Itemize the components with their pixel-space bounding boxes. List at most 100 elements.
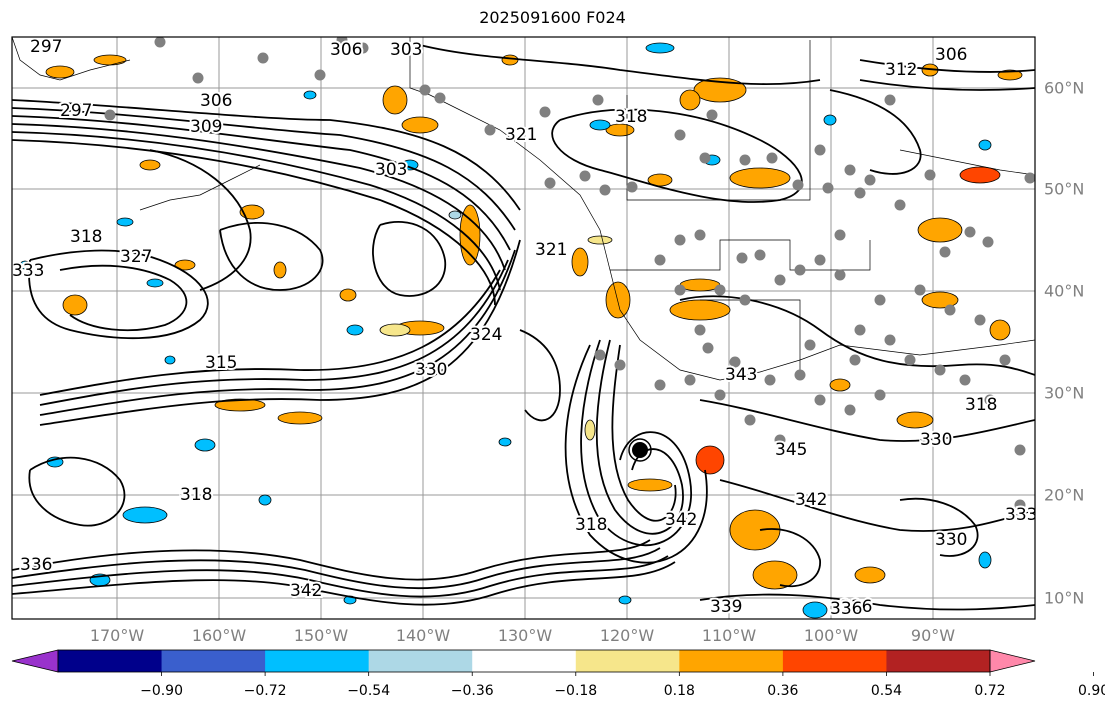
station-marker <box>654 379 666 391</box>
station-marker <box>792 179 804 191</box>
contour-line <box>59 264 188 332</box>
station-markers <box>104 37 1035 511</box>
contour-line <box>12 539 651 581</box>
station-marker <box>594 349 606 361</box>
station-marker <box>592 94 604 106</box>
negative-anomaly-area <box>116 217 134 227</box>
colorbar-segment <box>575 650 680 672</box>
colorbar-segment <box>368 650 473 672</box>
contour-label: 327 <box>120 247 152 267</box>
station-marker <box>874 294 886 306</box>
contour-label: 318 <box>70 227 102 247</box>
contour-label: 312 <box>885 60 917 80</box>
border-line <box>139 164 261 211</box>
station-marker <box>934 364 946 376</box>
graticule <box>12 37 1035 619</box>
contour-line <box>28 249 209 340</box>
station-marker <box>706 109 718 121</box>
contour-label: 336 <box>830 599 862 619</box>
positive-anomaly-area <box>729 509 781 551</box>
positive-anomaly-area <box>917 217 963 243</box>
station-marker <box>774 274 786 286</box>
contour-label: 336 <box>840 597 872 617</box>
longitude-label: 110°W <box>701 626 757 645</box>
positive-anomaly-area <box>277 411 323 425</box>
colorbar-tick-label: −0.90 <box>140 683 183 699</box>
colorbar-segment <box>782 650 887 672</box>
station-marker <box>729 356 741 368</box>
positive-anomaly-area <box>921 291 959 309</box>
station-marker <box>854 324 866 336</box>
contour-line <box>859 59 1035 73</box>
station-marker <box>794 369 806 381</box>
positive-anomaly-area <box>401 116 439 134</box>
colorbar-segment <box>265 650 370 672</box>
positive-anomaly-area <box>62 294 88 316</box>
latitude-label: 20°N <box>1044 485 1085 505</box>
station-marker <box>674 284 686 296</box>
contour-label: 315 <box>205 353 237 373</box>
station-marker <box>982 236 994 248</box>
contour-line <box>12 115 511 251</box>
negative-anomaly-area <box>823 114 837 126</box>
station-marker <box>694 324 706 336</box>
colorbar-segment <box>161 650 266 672</box>
contour-line <box>419 44 821 86</box>
station-marker <box>544 177 556 189</box>
contour-label: 343 <box>725 365 757 385</box>
negative-anomaly-area <box>978 139 992 151</box>
colorbar-tick-label: −0.36 <box>450 683 494 699</box>
station-marker <box>844 404 856 416</box>
station-marker <box>192 72 204 84</box>
colorbar-tick-label: −0.18 <box>554 683 598 699</box>
station-marker <box>834 269 846 281</box>
contour-line <box>611 344 677 522</box>
positive-anomaly-area <box>829 378 851 392</box>
station-marker <box>754 249 766 261</box>
station-marker <box>959 374 971 386</box>
station-marker <box>419 84 431 96</box>
contour-line <box>519 329 561 422</box>
contour-label: 345 <box>775 440 807 460</box>
cyclone-center-marker <box>632 442 648 458</box>
station-marker <box>702 342 714 354</box>
contour-line <box>12 99 521 211</box>
latitude-label: 60°N <box>1044 78 1085 98</box>
colorbar-extend-high <box>989 649 1036 673</box>
negative-anomaly-area <box>146 278 164 288</box>
contour-line <box>39 269 501 396</box>
contour-label: 303 <box>390 40 422 60</box>
station-marker <box>684 374 696 386</box>
map-frame <box>11 36 1036 620</box>
negative-anomaly-area <box>802 601 828 619</box>
station-marker <box>774 434 786 446</box>
latitude-label: 50°N <box>1044 179 1085 199</box>
station-marker <box>864 174 876 186</box>
station-marker <box>884 334 896 346</box>
station-marker <box>844 164 856 176</box>
latitude-label: 30°N <box>1044 383 1085 403</box>
station-marker <box>539 106 551 118</box>
negative-anomaly-area <box>645 42 675 54</box>
contour-label: 336 <box>20 555 52 575</box>
station-marker <box>914 284 926 296</box>
contour-line <box>829 89 922 175</box>
contour-line <box>39 249 516 416</box>
station-marker <box>974 314 986 326</box>
positive-anomaly-area <box>695 445 725 475</box>
map-content: 297 297 306 306 309 303 303 318 327 333 315 330 324 3… <box>12 37 1035 619</box>
contour-line <box>595 339 684 535</box>
contour-label: 306 <box>200 91 232 111</box>
contour-line <box>859 79 1035 91</box>
station-marker <box>944 304 956 316</box>
contour-line <box>719 479 1035 532</box>
contour-label: 318 <box>615 107 647 127</box>
station-marker <box>904 354 916 366</box>
station-marker <box>764 374 776 386</box>
contour-label: 342 <box>665 510 697 530</box>
contour-line <box>899 497 979 557</box>
negative-anomaly-area <box>448 210 462 220</box>
negative-anomaly-area <box>303 90 317 100</box>
station-marker <box>699 152 711 164</box>
